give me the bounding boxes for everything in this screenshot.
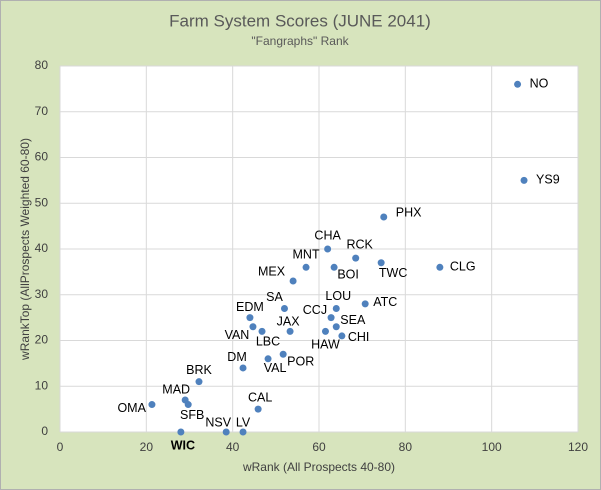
point: [324, 245, 332, 253]
y-tick-label: 0: [41, 424, 48, 438]
point: [380, 213, 388, 221]
point-label: HAW: [311, 338, 340, 352]
point: [514, 80, 522, 88]
point: [327, 314, 335, 322]
point: [184, 401, 192, 409]
point-label: WIC: [171, 438, 195, 452]
point: [254, 405, 262, 413]
x-tick-label: 100: [482, 440, 502, 454]
point-label: LBC: [256, 335, 280, 349]
x-tick-label: 80: [399, 440, 413, 454]
point: [246, 314, 254, 322]
x-tick-label: 0: [57, 440, 64, 454]
point: [436, 263, 444, 271]
point-label: NO: [530, 77, 549, 91]
x-tick-label: 120: [568, 440, 588, 454]
point-label: BRK: [186, 363, 212, 377]
point: [195, 378, 203, 386]
chart-subtitle: "Fangraphs" Rank: [251, 34, 349, 48]
point: [148, 401, 156, 409]
point-label: SA: [266, 290, 283, 304]
point: [279, 350, 287, 358]
point-label: CHA: [314, 228, 341, 242]
point-label: MEX: [258, 264, 286, 278]
point-label: TWC: [379, 266, 407, 280]
point: [258, 327, 266, 335]
point-label: POR: [287, 355, 314, 369]
point: [330, 263, 338, 271]
point-label: OMA: [117, 401, 146, 415]
point-label: MNT: [293, 248, 320, 262]
point: [352, 254, 360, 262]
point: [377, 259, 385, 267]
point: [264, 355, 272, 363]
y-tick-label: 40: [35, 241, 49, 255]
x-tick-label: 20: [140, 440, 154, 454]
point-label: CCJ: [303, 303, 327, 317]
point-label: ATC: [373, 295, 397, 309]
point-label: CHI: [348, 330, 370, 344]
chart-title: Farm System Scores (JUNE 2041): [169, 11, 431, 30]
point: [249, 323, 257, 331]
point-label: RCK: [346, 237, 373, 251]
point-label: LV: [236, 415, 251, 429]
point: [289, 277, 297, 285]
x-tick-label: 40: [226, 440, 240, 454]
point: [239, 364, 247, 372]
x-tick-label: 60: [312, 440, 326, 454]
point: [520, 176, 528, 184]
point-label: LOU: [325, 289, 351, 303]
point: [222, 428, 230, 436]
point-label: VAL: [264, 361, 287, 375]
point: [280, 304, 288, 312]
point: [302, 263, 310, 271]
point-label: EDM: [236, 300, 264, 314]
point-label: JAX: [277, 315, 301, 329]
y-tick-label: 30: [35, 287, 49, 301]
point: [332, 304, 340, 312]
point-label: BOI: [337, 268, 359, 282]
point-label: DM: [227, 350, 246, 364]
y-tick-label: 80: [35, 58, 49, 72]
y-tick-label: 20: [35, 333, 49, 347]
point-label: SFB: [180, 408, 204, 422]
y-tick-label: 60: [35, 150, 49, 164]
point-label: CAL: [248, 390, 272, 404]
point: [177, 428, 185, 436]
point-label: NSV: [205, 415, 231, 429]
point: [338, 332, 346, 340]
x-axis-title: wRank (All Prospects 40-80): [242, 460, 395, 474]
point-label: MAD: [162, 382, 190, 396]
point-label: SEA: [340, 313, 366, 327]
point-label: VAN: [225, 328, 250, 342]
y-tick-label: 50: [35, 195, 49, 209]
point: [286, 327, 294, 335]
point: [321, 327, 329, 335]
y-axis-title: wRankTop (AllProspects Weighted 60-80): [18, 138, 32, 361]
point: [332, 323, 340, 331]
point-label: PHX: [396, 205, 422, 219]
point-label: YS9: [536, 173, 560, 187]
point-label: CLG: [450, 260, 476, 274]
y-tick-label: 10: [35, 378, 49, 392]
y-tick-label: 70: [35, 104, 49, 118]
point: [361, 300, 369, 308]
point: [239, 428, 247, 436]
